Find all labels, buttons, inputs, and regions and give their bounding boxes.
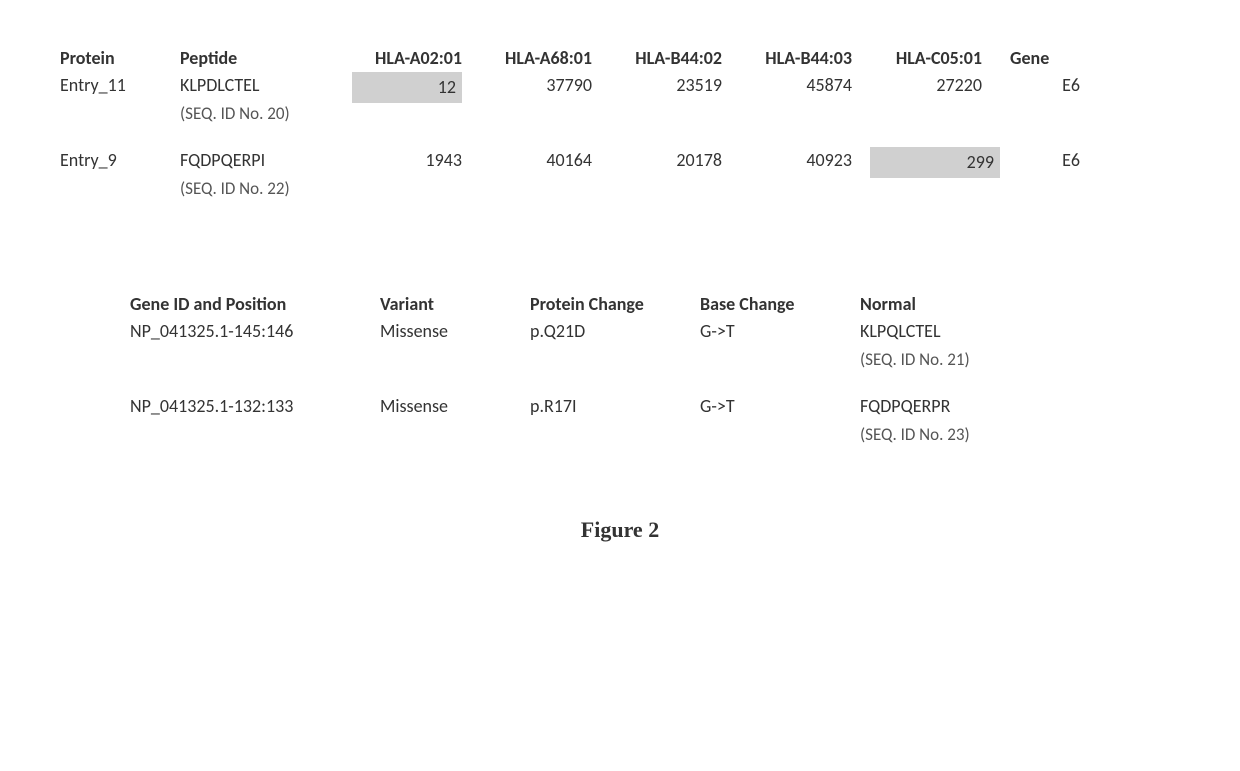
header-variant: Variant [380, 291, 530, 318]
header-normal: Normal [860, 291, 1040, 318]
highlighted-value: 12 [352, 72, 462, 103]
seq-id: (SEQ. ID No. 20) [180, 101, 350, 127]
cell-variant: Missense [380, 318, 530, 345]
header-peptide: Peptide [180, 45, 350, 72]
peptide-sequence: KLPDLCTEL [180, 72, 350, 99]
header-protein: Protein [60, 45, 180, 72]
cell-hla1: 12 [350, 72, 480, 103]
cell-protchange: p.R17I [530, 393, 700, 420]
highlighted-value: 299 [870, 147, 1000, 178]
cell-geneid: NP_041325.1-145:146 [130, 318, 380, 345]
cell-hla5: 27220 [870, 72, 1000, 99]
cell-protein: Entry_9 [60, 147, 180, 174]
cell-hla2: 40164 [480, 147, 610, 174]
header-hla1: HLA-A02:01 [350, 45, 480, 72]
seq-id: (SEQ. ID No. 21) [860, 347, 1040, 373]
cell-variant: Missense [380, 393, 530, 420]
header-gene: Gene [1000, 45, 1070, 72]
table-header-row: Gene ID and Position Variant Protein Cha… [130, 291, 1180, 318]
variant-table: Gene ID and Position Variant Protein Cha… [130, 291, 1180, 447]
hla-binding-table: Protein Peptide HLA-A02:01 HLA-A68:01 HL… [60, 45, 1180, 201]
cell-hla3: 23519 [610, 72, 740, 99]
header-hla2: HLA-A68:01 [480, 45, 610, 72]
cell-hla4: 45874 [740, 72, 870, 99]
cell-protchange: p.Q21D [530, 318, 700, 345]
cell-geneid: NP_041325.1-132:133 [130, 393, 380, 420]
cell-protein: Entry_11 [60, 72, 180, 99]
header-geneid: Gene ID and Position [130, 291, 380, 318]
table-row: NP_041325.1-145:146 Missense p.Q21D G->T… [130, 318, 1180, 373]
cell-hla2: 37790 [480, 72, 610, 99]
normal-sequence: FQDPQERPR [860, 393, 1040, 420]
peptide-sequence: FQDPQERPI [180, 147, 350, 174]
normal-sequence: KLPQLCTEL [860, 318, 1040, 345]
seq-id: (SEQ. ID No. 22) [180, 176, 350, 202]
cell-peptide: KLPDLCTEL (SEQ. ID No. 20) [180, 72, 350, 127]
cell-hla1: 1943 [350, 147, 480, 174]
header-basechange: Base Change [700, 291, 860, 318]
cell-hla3: 20178 [610, 147, 740, 174]
table-header-row: Protein Peptide HLA-A02:01 HLA-A68:01 HL… [60, 45, 1180, 72]
cell-basechange: G->T [700, 393, 860, 420]
header-hla4: HLA-B44:03 [740, 45, 870, 72]
table-row: NP_041325.1-132:133 Missense p.R17I G->T… [130, 393, 1180, 448]
cell-hla5: 299 [870, 147, 1000, 178]
cell-hla4: 40923 [740, 147, 870, 174]
table-row: Entry_11 KLPDLCTEL (SEQ. ID No. 20) 12 3… [60, 72, 1180, 127]
cell-gene: E6 [1000, 72, 1110, 99]
header-protchange: Protein Change [530, 291, 700, 318]
cell-normal: KLPQLCTEL (SEQ. ID No. 21) [860, 318, 1040, 373]
seq-id: (SEQ. ID No. 23) [860, 422, 1040, 448]
cell-basechange: G->T [700, 318, 860, 345]
header-hla5: HLA-C05:01 [870, 45, 1000, 72]
cell-peptide: FQDPQERPI (SEQ. ID No. 22) [180, 147, 350, 202]
cell-normal: FQDPQERPR (SEQ. ID No. 23) [860, 393, 1040, 448]
header-hla3: HLA-B44:02 [610, 45, 740, 72]
table-row: Entry_9 FQDPQERPI (SEQ. ID No. 22) 1943 … [60, 147, 1180, 202]
figure-caption: Figure 2 [60, 517, 1180, 543]
cell-gene: E6 [1000, 147, 1110, 174]
